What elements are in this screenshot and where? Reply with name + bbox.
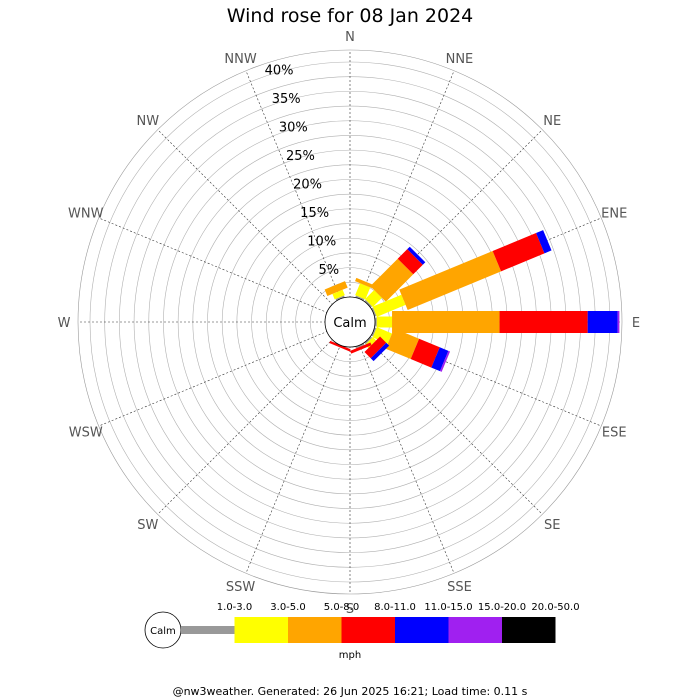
legend: Calm mph 1.0-3.0 3.0-5.0 5.0-8.0 8.0-11.0 11…	[144, 602, 580, 661]
direction-label-w: W	[58, 316, 71, 331]
footer-text: @nw3weather. Generated: 26 Jun 2025 16:2…	[172, 685, 528, 698]
bar-ne-3.0-5.0	[365, 290, 382, 307]
legend-swatch-20.0-50.0	[502, 617, 556, 643]
bar-ne-1.0-3.0	[364, 299, 373, 308]
radial-tick-label: 30%	[279, 121, 308, 136]
legend-label-5.0-8.0: 5.0-8.0	[324, 602, 359, 613]
legend-swatch-8.0-11.0	[341, 617, 395, 643]
bar-se-8.0-11.0	[364, 336, 387, 359]
legend-swatch-15.0-20.0	[448, 617, 502, 643]
chart-title: Wind rose for 08 Jan 2024	[226, 5, 474, 27]
calm-circle	[324, 296, 376, 348]
radial-tick-label: 15%	[300, 206, 329, 221]
direction-label-ene: ENE	[601, 207, 627, 222]
radial-tick-label: 40%	[265, 64, 294, 79]
bar-ne-5.0-8.0	[370, 258, 414, 302]
bar-e-1.0-3.0	[375, 317, 377, 327]
direction-label-nne: NNE	[446, 52, 474, 67]
direction-label-sw: SW	[137, 518, 158, 533]
spoke-wsw	[98, 321, 351, 427]
label-layer: N NNE NE ENE E ESE SE SSE S SSW SW WSW W WNW NW NNW 5% 10…	[58, 30, 641, 617]
bar-nnw-3.0-5.0	[332, 289, 345, 300]
legend-calm-label: Calm	[150, 626, 176, 637]
direction-label-sse: SSE	[447, 580, 472, 595]
bar-ene-3.0-5.0	[372, 294, 406, 317]
legend-swatch-11.0-15.0	[395, 617, 449, 643]
legend-label-11.0-15.0: 11.0-15.0	[424, 602, 472, 613]
spoke-nw	[157, 129, 351, 323]
bar-nne-1.0-3.0	[355, 295, 365, 301]
legend-swatch-1.0-3.0	[181, 626, 235, 634]
spoke-sse	[349, 321, 455, 574]
bar-layer	[324, 230, 620, 372]
bar-ene-1.0-3.0	[371, 307, 377, 317]
bar-ne-8.0-11.0	[397, 249, 423, 275]
radial-tick-label: 35%	[272, 92, 301, 107]
bar-nne-3.0-5.0	[355, 283, 371, 300]
bar-e-8.0-11.0	[499, 311, 588, 333]
legend-label-20.0-50.0: 20.0-50.0	[531, 602, 579, 613]
bar-e-11.0-15.0	[587, 311, 618, 333]
bar-sse-8.0-11.0	[350, 342, 372, 354]
direction-label-e: E	[632, 316, 640, 331]
calm-label: Calm	[333, 316, 366, 331]
bar-ese-3.0-5.0	[372, 327, 393, 344]
radial-tick-label: 5%	[319, 263, 340, 278]
direction-label-wsw: WSW	[69, 425, 103, 440]
legend-swatch-3.0-5.0	[234, 617, 288, 643]
bar-ese-11.0-15.0	[431, 347, 449, 372]
spoke-sw	[157, 321, 351, 515]
direction-label-nnw: NNW	[224, 52, 256, 67]
radial-tick-label: 10%	[307, 235, 336, 250]
bar-ese-15.0-20.0	[439, 350, 451, 372]
direction-label-se: SE	[544, 518, 560, 533]
bar-e-15.0-20.0	[617, 311, 620, 333]
outer-ring	[77, 49, 623, 595]
bar-nnw-1.0-3.0	[335, 295, 345, 301]
bar-ese-1.0-3.0	[371, 327, 377, 337]
spoke-nnw	[245, 70, 351, 323]
spoke-se	[349, 321, 543, 515]
spoke-nne	[349, 70, 455, 323]
bar-ne-11.0-15.0	[407, 246, 426, 265]
direction-label-ne: NE	[543, 114, 561, 129]
legend-label-1.0-3.0: 1.0-3.0	[217, 602, 252, 613]
bar-sse-1.0-3.0	[355, 343, 365, 349]
bar-se-1.0-3.0	[364, 336, 373, 345]
bar-e-5.0-8.0	[392, 311, 500, 333]
bar-nnw-5.0-8.0	[324, 281, 348, 297]
bar-ene-8.0-11.0	[492, 233, 545, 272]
radial-tick-label: 20%	[293, 178, 322, 193]
bar-e-3.0-5.0	[376, 316, 393, 328]
spoke-wnw	[98, 217, 351, 323]
direction-label-n: N	[345, 30, 355, 45]
radial-tick-label: 25%	[286, 149, 315, 164]
legend-label-3.0-5.0: 3.0-5.0	[270, 602, 305, 613]
bar-ese-8.0-11.0	[410, 338, 440, 368]
legend-label-8.0-11.0: 8.0-11.0	[374, 602, 416, 613]
bar-se-11.0-15.0	[370, 342, 390, 362]
legend-unit-label: mph	[339, 650, 361, 661]
spoke-ssw	[245, 321, 351, 574]
bar-ene-5.0-8.0	[399, 251, 502, 311]
legend-swatch-5.0-8.0	[288, 617, 342, 643]
direction-label-s: S	[346, 602, 354, 617]
bar-ssw-8.0-11.0	[329, 340, 351, 352]
legend-label-15.0-20.0: 15.0-20.0	[478, 602, 526, 613]
direction-label-wnw: WNW	[68, 207, 104, 222]
bar-ene-11.0-15.0	[536, 230, 552, 254]
direction-label-ssw: SSW	[226, 580, 256, 595]
direction-label-ese: ESE	[602, 425, 627, 440]
bar-ese-5.0-8.0	[385, 328, 420, 360]
direction-label-nw: NW	[136, 114, 159, 129]
calm-layer: Calm	[324, 296, 376, 348]
